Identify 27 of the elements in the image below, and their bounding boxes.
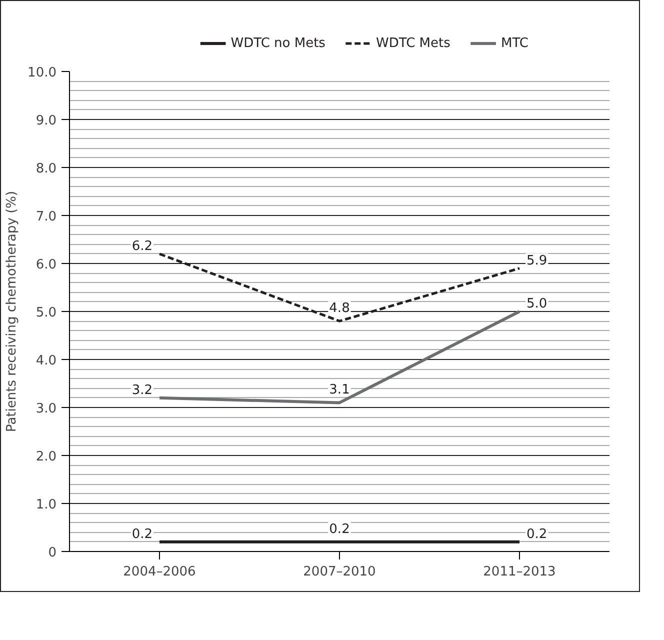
x-tick-label: 2004–2006	[123, 564, 196, 580]
data-label: 0.2	[526, 526, 548, 542]
data-label: 6.2	[132, 238, 153, 254]
data-label: 4.8	[329, 301, 350, 316]
data-label: 0.2	[132, 526, 153, 542]
y-tick-label: 7.0	[36, 210, 57, 224]
legend-label: WDTC no Mets	[230, 36, 326, 51]
y-tick-label: 0	[48, 546, 57, 560]
data-label: 3.2	[132, 382, 153, 398]
y-tick-label: 1.0	[36, 498, 57, 512]
y-tick-label: 8.0	[36, 162, 57, 176]
y-tick-label: 4.0	[36, 354, 57, 368]
y-tick-label: 6.0	[36, 258, 57, 272]
data-label: 5.9	[526, 253, 548, 268]
data-label: 0.2	[329, 522, 350, 537]
data-label: 3.1	[329, 382, 350, 398]
y-tick-label: 9.0	[36, 114, 57, 128]
y-axis-title: Patients receiving chemotherapy (%)	[4, 190, 20, 432]
x-tick-label: 2011–2013	[483, 564, 556, 580]
y-tick-label: 2.0	[36, 450, 57, 464]
legend-label: MTC	[501, 36, 528, 51]
legend-label: WDTC Mets	[376, 36, 451, 51]
data-label: 5.0	[526, 296, 548, 312]
x-tick-label: 2007–2010	[303, 564, 376, 580]
y-tick-label: 5.0	[36, 306, 57, 320]
y-tick-label: 10.0	[28, 66, 57, 80]
y-tick-label: 3.0	[36, 402, 57, 416]
